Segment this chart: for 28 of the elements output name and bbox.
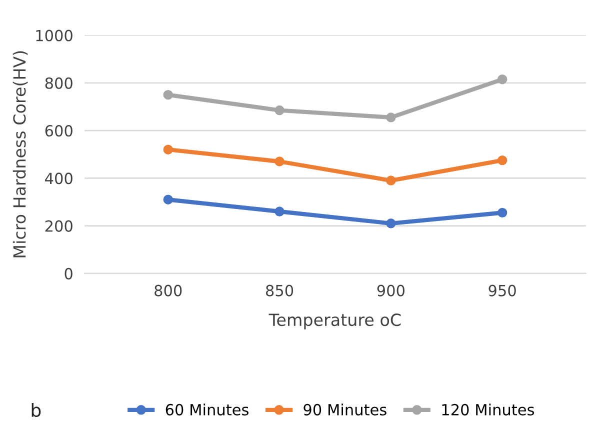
legend-label: 90 Minutes — [304, 404, 386, 416]
point — [386, 112, 396, 122]
point — [497, 74, 508, 84]
point — [163, 194, 173, 204]
x-tick-label: 800 — [154, 284, 182, 296]
legend-label: 120 Minutes — [442, 404, 534, 416]
point — [274, 105, 284, 116]
point — [386, 218, 396, 228]
x-axis-title: Temperature oC — [268, 314, 401, 330]
y-tick-label: 600 — [45, 125, 72, 137]
x-tick-label: 850 — [266, 284, 294, 296]
y-tick-label: 400 — [45, 172, 72, 184]
point — [497, 208, 508, 218]
y-axis-title: Micro Hardness Core(HV) — [12, 51, 28, 258]
y-tick-label: 0 — [64, 268, 72, 280]
point — [386, 176, 396, 186]
point — [274, 156, 284, 166]
point — [497, 155, 508, 166]
x-tick-label: 950 — [488, 284, 516, 296]
point — [274, 206, 284, 216]
text: b — [32, 403, 41, 417]
legend-label: 60 Minutes — [166, 404, 248, 416]
y-tick-label: 800 — [45, 77, 72, 89]
point — [163, 144, 173, 154]
point — [163, 90, 173, 100]
x-tick-label: 900 — [377, 284, 404, 296]
y-tick-label: 1000 — [36, 30, 72, 42]
y-tick-label: 200 — [45, 220, 72, 232]
